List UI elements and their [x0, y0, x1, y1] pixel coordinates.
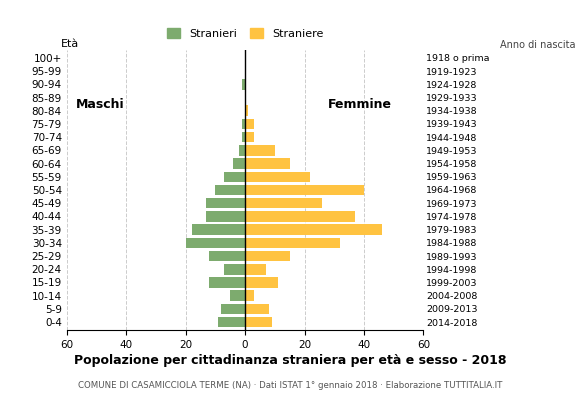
Bar [245, 211, 355, 222]
Bar [242, 132, 245, 142]
Bar [245, 172, 310, 182]
Bar [230, 290, 245, 301]
Bar [222, 304, 245, 314]
Bar [245, 119, 254, 129]
Bar [245, 106, 248, 116]
Bar [242, 79, 245, 90]
Bar [186, 238, 245, 248]
Text: Popolazione per cittadinanza straniera per età e sesso - 2018: Popolazione per cittadinanza straniera p… [74, 354, 506, 367]
Legend: Stranieri, Straniere: Stranieri, Straniere [162, 23, 328, 43]
Bar [245, 145, 275, 156]
Bar [224, 264, 245, 274]
Bar [245, 304, 269, 314]
Bar [245, 238, 340, 248]
Bar [245, 251, 289, 261]
Bar [245, 198, 322, 208]
Bar [239, 145, 245, 156]
Bar [209, 251, 245, 261]
Bar [245, 132, 254, 142]
Bar [245, 277, 278, 288]
Text: Anno di nascita: Anno di nascita [501, 40, 576, 50]
Bar [224, 172, 245, 182]
Bar [245, 224, 382, 235]
Bar [191, 224, 245, 235]
Text: Maschi: Maschi [75, 98, 124, 111]
Bar [209, 277, 245, 288]
Text: Femmine: Femmine [328, 98, 392, 111]
Bar [233, 158, 245, 169]
Bar [245, 264, 266, 274]
Bar [245, 158, 289, 169]
Bar [206, 198, 245, 208]
Text: COMUNE DI CASAMICCIOLA TERME (NA) · Dati ISTAT 1° gennaio 2018 · Elaborazione TU: COMUNE DI CASAMICCIOLA TERME (NA) · Dati… [78, 381, 502, 390]
Bar [245, 290, 254, 301]
Text: Età: Età [61, 39, 79, 49]
Bar [242, 119, 245, 129]
Bar [245, 185, 364, 195]
Bar [215, 185, 245, 195]
Bar [218, 317, 245, 327]
Bar [245, 317, 272, 327]
Bar [206, 211, 245, 222]
